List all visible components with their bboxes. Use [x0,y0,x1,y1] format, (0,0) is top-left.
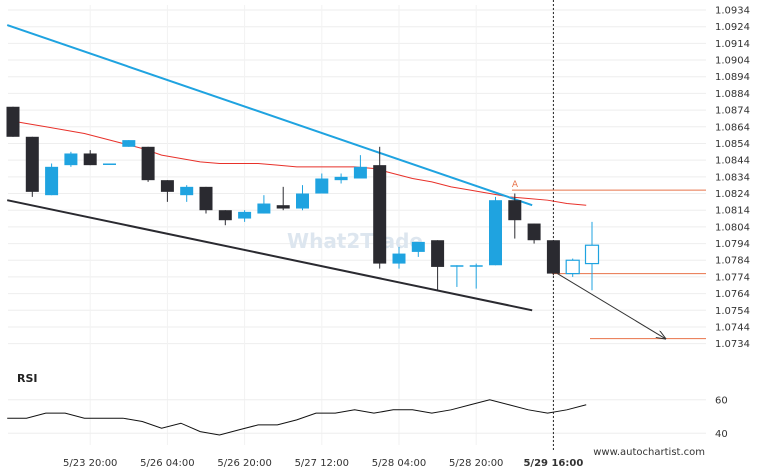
price-tick-label: 1.0904 [715,56,750,67]
price-tick-label: 1.0794 [715,239,750,250]
candle-body [45,166,59,196]
price-tick-label: 1.0784 [715,256,750,267]
price-tick-label: 1.0844 [715,156,750,167]
time-tick-label: 5/29 16:00 [523,458,583,469]
candle-body [584,244,600,265]
candle-body [546,240,560,274]
candle-body [64,153,78,166]
candle-body [103,163,116,165]
candle-body [315,178,329,194]
candle-body [353,166,367,179]
time-axis: 5/23 20:00 5/26 04:00 5/26 20:00 5/27 12:00… [63,458,583,469]
moving-average-line [7,119,587,206]
watermark-text: What2Trade [287,229,423,253]
price-tick-label: 1.0834 [715,172,750,183]
price-tick-label: 1.0744 [715,322,750,333]
time-tick-label: 5/23 20:00 [63,458,117,469]
candlesticks [6,106,600,291]
upper-trendline [6,24,533,207]
candle-body [489,200,502,266]
candle-body [565,259,580,275]
price-tick-label: 1.0874 [715,106,750,117]
time-tick-label: 5/27 12:00 [295,458,349,469]
price-tick-label: 1.0734 [715,339,750,350]
price-tick-label: 1.0824 [715,189,750,200]
candle-body [296,193,309,209]
rsi-tick-label: 40 [715,429,728,440]
price-tick-label: 1.0884 [715,89,750,100]
price-tick-label: 1.0764 [715,289,750,300]
rsi-tick-label: 60 [715,395,728,406]
level-lines: A [512,180,706,340]
price-tick-label: 1.0914 [715,39,750,50]
candle-body [411,241,425,252]
rsi-title: RSI [17,372,38,385]
price-tick-label: 1.0854 [715,139,750,150]
candle-body [392,253,406,264]
candle-body [373,165,387,264]
price-tick-label: 1.0804 [715,222,750,233]
candle-body [431,240,445,267]
time-tick-label: 5/26 20:00 [217,458,271,469]
candle-body [527,223,541,241]
candle-body [469,265,483,267]
rsi-line [7,399,587,436]
rsi-panel [7,399,587,436]
candle-body [199,186,213,211]
candle-body [257,203,271,214]
moving-average-layer [7,119,587,206]
lower-trendline [7,199,533,312]
candle-body [83,153,97,166]
footer-url[interactable]: www.autochartist.com [593,447,705,458]
projection-line [557,273,665,339]
time-tick-label: 5/26 04:00 [140,458,194,469]
candle-body [122,140,136,147]
price-axis: 1.0934 1.0924 1.0914 1.0904 1.0894 1.0884 1.08… [715,6,750,440]
price-tick-label: 1.0894 [715,72,750,83]
price-tick-label: 1.0774 [715,272,750,283]
candle-body [160,180,174,192]
price-tick-label: 1.0814 [715,206,750,217]
time-tick-label: 5/28 04:00 [372,458,426,469]
price-tick-label: 1.0864 [715,122,750,133]
candle-body [238,211,252,219]
candle-body [25,136,39,192]
time-tick-label: 5/28 20:00 [449,458,503,469]
candle-body [6,106,20,137]
candle-body [141,146,155,181]
candle-body [180,186,194,196]
candle-body [218,210,232,221]
candle-body [508,200,522,221]
resistance-point-label: A [512,180,519,190]
projection-arrow [557,273,665,339]
candle-body [334,176,348,181]
trendlines [6,24,533,312]
price-tick-label: 1.0934 [715,6,750,17]
price-tick-label: 1.0754 [715,306,750,317]
candle-body [450,265,464,267]
grid-lines [8,0,706,452]
candle-body [276,205,290,209]
price-tick-label: 1.0924 [715,22,750,33]
